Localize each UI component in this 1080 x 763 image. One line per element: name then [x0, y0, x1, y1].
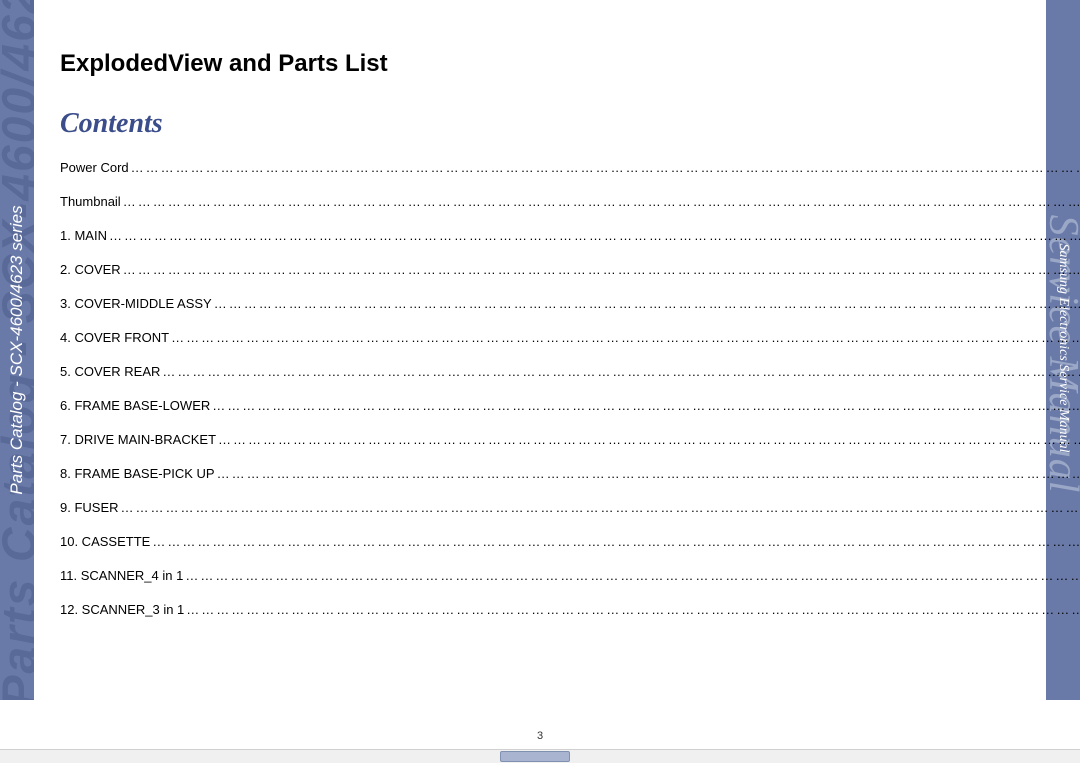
toc-label: Power Cord: [60, 160, 129, 175]
toc-leader-dots: ……………………………………………………………………………………………………………: [212, 296, 1080, 311]
section-heading: Contents: [60, 108, 1020, 140]
toc-label: 9. FUSER: [60, 500, 119, 515]
toc-leader-dots: ……………………………………………………………………………………………………………: [121, 194, 1080, 209]
toc-label: 2. COVER: [60, 262, 121, 277]
page-title: ExplodedView and Parts List: [60, 50, 1020, 78]
toc-entry[interactable]: 8. FRAME BASE-PICK UP …………………………………………………: [60, 466, 1080, 481]
toc-label: 5. COVER REAR: [60, 364, 160, 379]
left-sidebar-fg-text: Parts Catalog - SCX-4600/4623 series: [7, 0, 27, 700]
toc-leader-dots: ……………………………………………………………………………………………………………: [215, 466, 1080, 481]
toc-leader-dots: ……………………………………………………………………………………………………………: [216, 432, 1080, 447]
toc-leader-dots: ……………………………………………………………………………………………………………: [107, 228, 1080, 243]
table-of-contents: Power Cord ………………………………………………………………………………: [60, 160, 1020, 636]
toc-entry[interactable]: 11. SCANNER_4 in 1 …………………………………………………………: [60, 568, 1080, 583]
toc-entry[interactable]: 9. FUSER ……………………………………………………………………………………: [60, 500, 1080, 515]
toc-leader-dots: ……………………………………………………………………………………………………………: [119, 500, 1080, 515]
toc-leader-dots: ……………………………………………………………………………………………………………: [169, 330, 1080, 345]
toc-entry[interactable]: Thumbnail …………………………………………………………………………………: [60, 194, 1080, 209]
toc-entry[interactable]: 4. COVER FRONT ……………………………………………………………………: [60, 330, 1080, 345]
page-number: 3: [0, 730, 1080, 742]
toc-label: 6. FRAME BASE-LOWER: [60, 398, 210, 413]
toc-label: 11. SCANNER_4 in 1: [60, 568, 183, 583]
toc-entry[interactable]: 5. COVER REAR ………………………………………………………………………: [60, 364, 1080, 379]
toc-entry[interactable]: 1. MAIN ………………………………………………………………………………………: [60, 228, 1080, 243]
toc-label: 8. FRAME BASE-PICK UP: [60, 466, 215, 481]
toc-entry[interactable]: 12. SCANNER_3 in 1 …………………………………………………………: [60, 602, 1080, 617]
left-sidebar: Parts Catalog - SCX-4600/4623 series Par…: [0, 0, 34, 700]
toc-entry[interactable]: Power Cord ………………………………………………………………………………: [60, 160, 1080, 175]
toc-label: 1. MAIN: [60, 228, 107, 243]
toc-entry[interactable]: 10. CASSETTE …………………………………………………………………………: [60, 534, 1080, 549]
toc-label: 10. CASSETTE: [60, 534, 150, 549]
toc-leader-dots: ……………………………………………………………………………………………………………: [210, 398, 1080, 413]
main-content: ExplodedView and Parts List Contents Pow…: [60, 50, 1020, 636]
toc-entry[interactable]: 6. FRAME BASE-LOWER ………………………………………………………: [60, 398, 1080, 413]
toc-leader-dots: ……………………………………………………………………………………………………………: [183, 568, 1080, 583]
toc-leader-dots: ……………………………………………………………………………………………………………: [184, 602, 1080, 617]
toc-label: 7. DRIVE MAIN-BRACKET: [60, 432, 216, 447]
horizontal-scrollbar[interactable]: [0, 749, 1080, 763]
toc-entry[interactable]: 2. COVER ……………………………………………………………………………………: [60, 262, 1080, 277]
toc-entry[interactable]: 7. DRIVE MAIN-BRACKET …………………………………………………: [60, 432, 1080, 447]
toc-label: 4. COVER FRONT: [60, 330, 169, 345]
toc-label: Thumbnail: [60, 194, 121, 209]
toc-entry[interactable]: 3. COVER-MIDDLE ASSY ……………………………………………………: [60, 296, 1080, 311]
scrollbar-thumb[interactable]: [500, 751, 570, 762]
toc-label: 12. SCANNER_3 in 1: [60, 602, 184, 617]
toc-leader-dots: ……………………………………………………………………………………………………………: [150, 534, 1080, 549]
toc-label: 3. COVER-MIDDLE ASSY: [60, 296, 212, 311]
toc-leader-dots: ……………………………………………………………………………………………………………: [160, 364, 1080, 379]
toc-leader-dots: ……………………………………………………………………………………………………………: [121, 262, 1080, 277]
toc-left-column: Power Cord ………………………………………………………………………………: [60, 160, 1080, 636]
toc-leader-dots: ……………………………………………………………………………………………………………: [129, 160, 1080, 175]
